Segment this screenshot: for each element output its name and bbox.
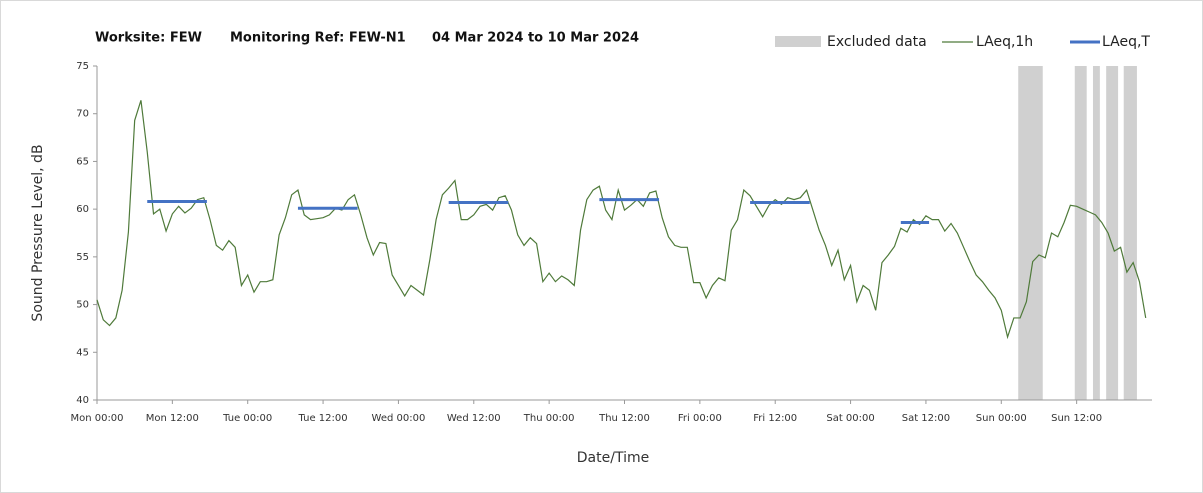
y-axis-title: Sound Pressure Level, dB <box>30 144 46 321</box>
y-tick-label: 65 <box>76 156 89 167</box>
y-tick-label: 45 <box>76 347 89 358</box>
x-tick-label: Fri 00:00 <box>678 413 722 424</box>
excluded-band <box>1018 66 1043 400</box>
x-tick-label: Wed 00:00 <box>372 413 426 424</box>
y-tick-label: 75 <box>76 61 89 72</box>
x-tick-label: Thu 12:00 <box>598 413 650 424</box>
excluded-band <box>1106 66 1119 400</box>
legend-label: LAeq,1h <box>976 34 1033 50</box>
legend-swatch <box>775 36 821 47</box>
y-tick-label: 70 <box>76 109 89 120</box>
chart-title-ref: Monitoring Ref: FEW-N1 <box>230 31 406 46</box>
x-tick-label: Fri 12:00 <box>753 413 797 424</box>
legend-label: LAeq,T <box>1102 34 1150 50</box>
x-tick-label: Mon 12:00 <box>146 413 199 424</box>
x-tick-label: Sat 00:00 <box>826 413 874 424</box>
x-tick-label: Sun 00:00 <box>976 413 1027 424</box>
excluded-band <box>1092 66 1100 400</box>
x-axis-title: Date/Time <box>577 450 649 466</box>
chart-title-worksite: Worksite: FEW <box>95 31 202 46</box>
x-tick-label: Wed 12:00 <box>447 413 501 424</box>
y-tick-label: 55 <box>76 252 89 263</box>
y-tick-label: 60 <box>76 204 89 215</box>
x-tick-label: Sat 12:00 <box>902 413 950 424</box>
y-tick-label: 40 <box>76 395 89 406</box>
x-tick-label: Tue 00:00 <box>222 413 272 424</box>
excluded-band <box>1074 66 1087 400</box>
chart-title-dates: 04 Mar 2024 to 10 Mar 2024 <box>432 31 639 46</box>
x-tick-label: Thu 00:00 <box>523 413 575 424</box>
legend-label: Excluded data <box>827 34 927 50</box>
excluded-band <box>1123 66 1137 400</box>
x-tick-label: Tue 12:00 <box>298 413 348 424</box>
x-tick-label: Sun 12:00 <box>1051 413 1102 424</box>
x-tick-label: Mon 00:00 <box>70 413 123 424</box>
y-tick-label: 50 <box>76 300 89 311</box>
